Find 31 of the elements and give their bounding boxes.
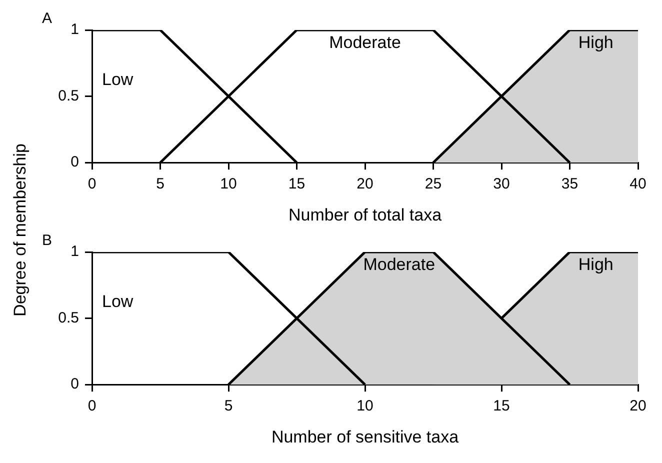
series-label: High bbox=[578, 32, 614, 52]
chart-title: B bbox=[42, 232, 52, 250]
x-tick-label: 40 bbox=[630, 176, 646, 193]
x-tick-label: 20 bbox=[356, 176, 374, 193]
x-tick-label: 15 bbox=[288, 176, 306, 193]
x-tick-label: 0 bbox=[88, 176, 96, 193]
x-axis-title: Number of total taxa bbox=[288, 205, 442, 224]
x-tick-label: 20 bbox=[630, 398, 646, 415]
x-tick-label: 10 bbox=[220, 176, 237, 193]
y-tick-label: 1 bbox=[70, 243, 79, 260]
y-tick-label: 0 bbox=[70, 376, 79, 393]
text: Low bbox=[102, 70, 134, 90]
x-axis-title: Number of sensitive taxa bbox=[271, 427, 460, 446]
x-tick-label: 25 bbox=[424, 176, 442, 193]
y-tick-label: 0.5 bbox=[58, 309, 79, 326]
y-tick-label: 0.5 bbox=[58, 87, 79, 104]
series-label: Moderate bbox=[329, 32, 401, 52]
text: Low bbox=[102, 292, 134, 312]
chart-title: A bbox=[42, 10, 52, 28]
series-label: Moderate bbox=[363, 254, 436, 274]
x-tick-label: 30 bbox=[493, 176, 510, 193]
x-tick-label: 15 bbox=[493, 398, 510, 415]
y-tick-label: 0 bbox=[70, 154, 79, 171]
y-axis-title: Degree of membership bbox=[10, 144, 30, 316]
series-label: High bbox=[578, 254, 614, 274]
y-tick-label: 1 bbox=[70, 21, 79, 38]
x-tick-label: 5 bbox=[156, 176, 164, 193]
x-tick-label: 10 bbox=[356, 398, 374, 415]
x-tick-label: 35 bbox=[561, 176, 578, 193]
x-tick-label: 0 bbox=[88, 398, 96, 415]
x-tick-label: 5 bbox=[224, 398, 233, 415]
